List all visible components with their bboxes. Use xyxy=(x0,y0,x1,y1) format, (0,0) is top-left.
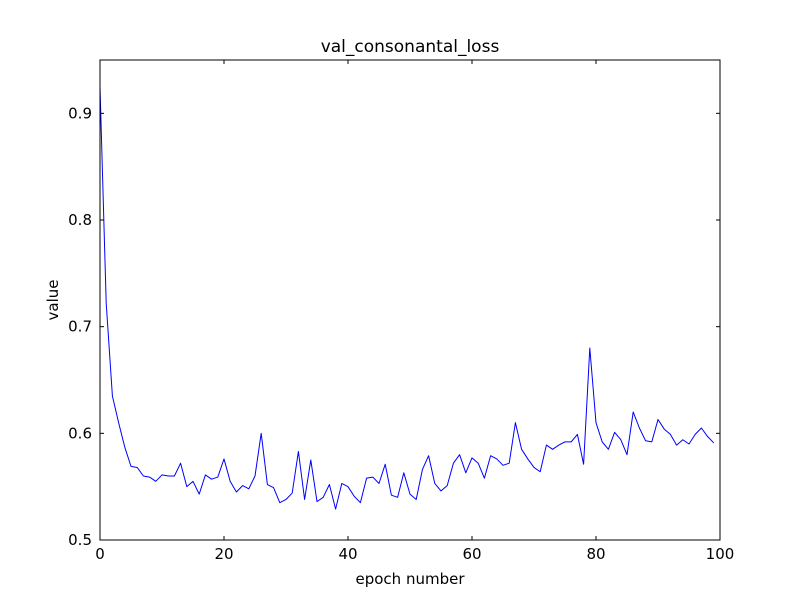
y-tick-label: 0.5 xyxy=(68,531,92,549)
y-tick-label: 0.7 xyxy=(68,318,92,336)
x-tick-label: 100 xyxy=(706,545,735,563)
y-tick-label: 0.8 xyxy=(68,211,92,229)
axis-ticks: 0 20 40 60 80 100 0.5 0.6 0.7 0.8 0.9 xyxy=(68,60,734,563)
y-tick-label: 0.6 xyxy=(68,424,92,442)
plot-frame xyxy=(99,59,721,541)
x-axis-label: epoch number xyxy=(356,570,466,588)
x-tick-label: 0 xyxy=(95,545,105,563)
y-tick-label: 0.9 xyxy=(68,104,92,122)
y-axis-label: value xyxy=(44,280,62,321)
series-line-0 xyxy=(99,86,715,510)
chart-title: val_consonantal_loss xyxy=(321,37,500,57)
x-tick-label: 20 xyxy=(214,545,233,563)
x-tick-label: 60 xyxy=(462,545,481,563)
plot-area xyxy=(99,86,715,510)
x-tick-label: 80 xyxy=(586,545,605,563)
x-tick-label: 40 xyxy=(338,545,357,563)
